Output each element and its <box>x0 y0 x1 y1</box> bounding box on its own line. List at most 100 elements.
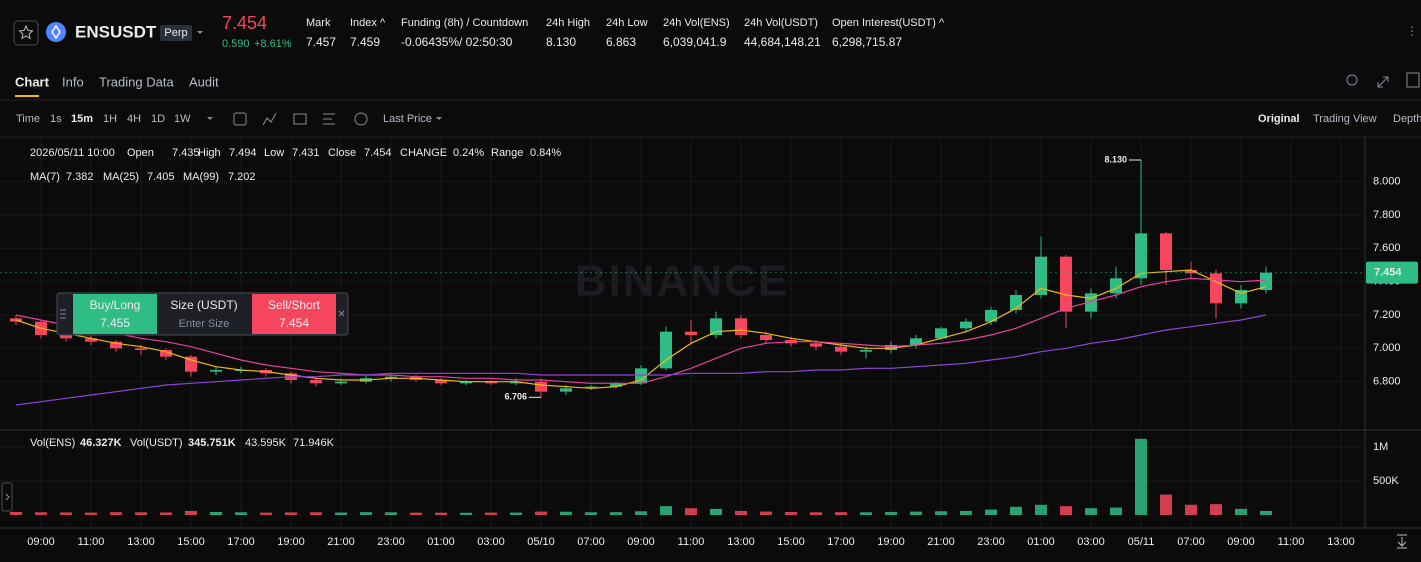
drag-handle[interactable] <box>60 309 66 319</box>
legend-label: CHANGE <box>400 147 447 159</box>
legend-value: 7.494 <box>229 147 257 159</box>
interval[interactable]: 4H <box>127 113 141 125</box>
x-tick-label: 01:00 <box>427 536 455 548</box>
scroll-to-latest[interactable] <box>1397 534 1407 549</box>
x-tick-label: 11:00 <box>678 536 705 548</box>
star-icon <box>18 24 34 40</box>
x-tick-label: 13:00 <box>1327 536 1355 548</box>
coin-logo-mark <box>51 24 61 40</box>
legend-value: 7.431 <box>292 147 320 159</box>
chart-type-icon[interactable] <box>293 113 307 125</box>
size-label: Size (USDT) <box>170 298 237 312</box>
indicator-icon[interactable] <box>233 112 247 126</box>
vol-ma-value: 71.946K <box>293 437 335 449</box>
ma-legend-value: 7.202 <box>228 171 256 183</box>
interval[interactable]: 1H <box>103 113 117 125</box>
volume-bar <box>1085 508 1097 515</box>
sell-price[interactable]: 7.454 <box>279 316 309 330</box>
tab[interactable]: Trading Data <box>99 74 174 89</box>
settings-icon[interactable] <box>323 113 335 125</box>
interval[interactable]: Time <box>16 113 40 125</box>
tab[interactable]: Audit <box>189 74 219 89</box>
vol-legend-value: 46.327K <box>80 437 122 449</box>
x-tick-label: 21:00 <box>327 536 355 548</box>
x-tick-label: 05/10 <box>527 536 555 548</box>
last-price-label: 7.454 <box>1374 267 1402 279</box>
more-menu[interactable]: ⋮ <box>1406 24 1418 38</box>
volume-bar <box>460 512 472 515</box>
x-tick-label: 03:00 <box>1077 536 1105 548</box>
candle-body <box>60 335 72 339</box>
expand-icon[interactable] <box>1377 76 1389 88</box>
candle-body <box>910 338 922 345</box>
sell-button[interactable] <box>252 294 336 334</box>
candle-body <box>485 381 497 384</box>
watermark: BINANCE <box>575 257 789 306</box>
volume-bar <box>110 512 122 515</box>
tab[interactable]: Chart <box>15 74 50 89</box>
stat-value: 44,684,148.21 <box>744 35 821 49</box>
perp-badge-bg <box>160 25 192 41</box>
stat-value: 8.130 <box>546 35 576 49</box>
volume-bar <box>685 508 697 515</box>
x-tick-label: 15:00 <box>777 536 805 548</box>
side-toggle[interactable] <box>1 482 13 512</box>
volume-bar <box>285 512 297 515</box>
alert-icon[interactable] <box>1346 74 1358 86</box>
layout-icon[interactable] <box>1406 72 1420 88</box>
candle-body <box>560 388 572 392</box>
candle-body <box>135 348 147 350</box>
x-tick-label: 21:00 <box>927 536 955 548</box>
x-tick-label: 19:00 <box>877 536 905 548</box>
y-tick-label: 7.800 <box>1373 209 1401 221</box>
vol-legend-label: Vol(USDT) <box>130 437 183 449</box>
interval[interactable]: 1W <box>174 113 191 125</box>
volume-bar <box>185 510 197 515</box>
candle-body <box>860 350 872 352</box>
view-option[interactable]: Depth <box>1393 113 1421 125</box>
view-option[interactable]: Trading View <box>1313 113 1377 125</box>
interval[interactable]: 1s <box>50 113 62 125</box>
stat-label: 24h Vol(ENS) <box>663 17 730 29</box>
buy-price[interactable]: 7.455 <box>100 316 130 330</box>
volume-bar <box>1035 504 1047 515</box>
x-tick-label: 01:00 <box>1027 536 1055 548</box>
screenshot-icon[interactable] <box>354 112 368 126</box>
candle-body <box>510 381 522 384</box>
volume-bar <box>1260 510 1272 515</box>
candle-body <box>660 331 672 369</box>
symbol[interactable]: ENSUSDT <box>75 22 157 41</box>
size-input[interactable]: Enter Size <box>179 318 230 330</box>
drawing-icon[interactable] <box>262 112 277 126</box>
volume-bar <box>510 512 522 515</box>
favorite-button[interactable] <box>13 20 39 46</box>
tab[interactable]: Info <box>62 74 84 89</box>
candle-body <box>585 386 597 389</box>
volume-bar <box>610 512 622 515</box>
volume-tick-label: 500K <box>1373 475 1399 487</box>
symbol-dropdown[interactable] <box>197 31 203 34</box>
buy-button[interactable] <box>73 294 157 334</box>
close-widget[interactable] <box>338 310 345 317</box>
buy-label[interactable]: Buy/Long <box>90 298 141 312</box>
volume-bar <box>960 510 972 515</box>
candle-body <box>1035 256 1047 295</box>
ma-line <box>15 314 1267 406</box>
sell-label[interactable]: Sell/Short <box>268 298 321 312</box>
price-type[interactable]: Last Price <box>383 113 432 125</box>
candle-body <box>310 380 322 384</box>
volume-bar <box>260 512 272 515</box>
x-tick-label: 23:00 <box>377 536 405 548</box>
interval[interactable]: 15m <box>71 113 93 125</box>
candle-body <box>1185 270 1197 274</box>
volume-bar <box>310 512 322 515</box>
interval-dropdown[interactable] <box>207 117 213 120</box>
x-tick-label: 11:00 <box>78 536 105 548</box>
price-type-dropdown[interactable] <box>436 117 442 120</box>
x-tick-label: 07:00 <box>577 536 605 548</box>
candle-body <box>960 321 972 329</box>
volume-bar <box>385 512 397 515</box>
interval[interactable]: 1D <box>151 113 165 125</box>
view-option[interactable]: Original <box>1258 113 1300 125</box>
